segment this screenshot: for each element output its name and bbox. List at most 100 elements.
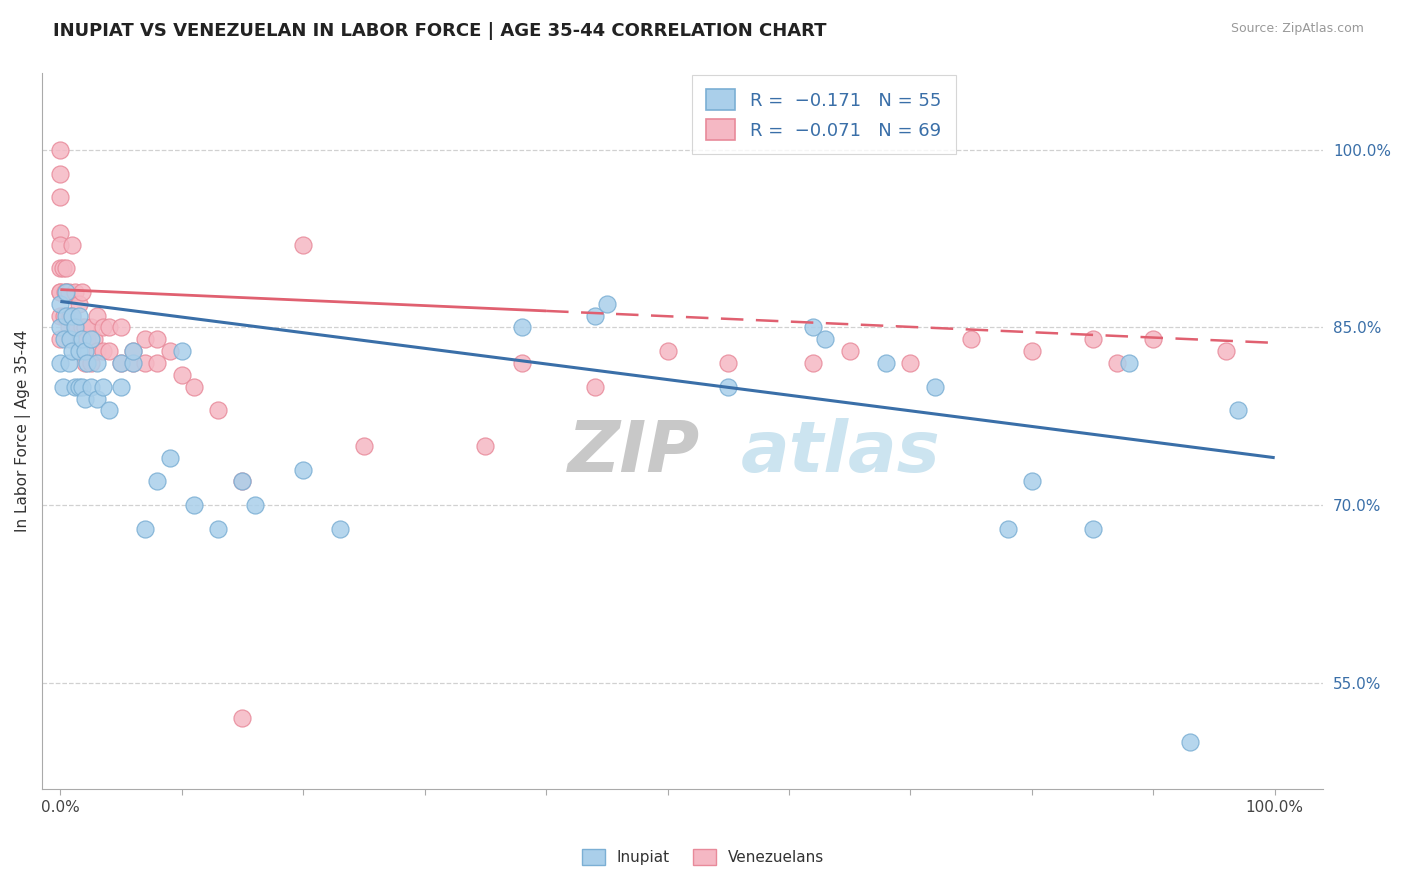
Point: [62, 344, 84, 359]
Point: [159, 450, 181, 465]
Point: [86, 392, 108, 406]
Point: [997, 522, 1019, 536]
Point: [49, 309, 72, 323]
Point: [83, 332, 105, 346]
Legend: R =  −0.171   N = 55, R =  −0.071   N = 69: R = −0.171 N = 55, R = −0.071 N = 69: [692, 75, 956, 154]
Point: [67, 309, 90, 323]
Point: [63, 379, 86, 393]
Point: [62, 309, 84, 323]
Point: [329, 522, 352, 536]
Point: [59, 309, 82, 323]
Point: [900, 356, 922, 370]
Point: [146, 332, 169, 346]
Point: [838, 344, 860, 359]
Point: [353, 439, 375, 453]
Point: [1021, 344, 1043, 359]
Point: [159, 344, 181, 359]
Point: [134, 522, 156, 536]
Point: [960, 332, 983, 346]
Point: [91, 320, 114, 334]
Point: [110, 356, 132, 370]
Point: [70, 332, 93, 346]
Point: [63, 285, 86, 299]
Point: [1215, 344, 1237, 359]
Text: INUPIAT VS VENEZUELAN IN LABOR FORCE | AGE 35-44 CORRELATION CHART: INUPIAT VS VENEZUELAN IN LABOR FORCE | A…: [53, 22, 827, 40]
Point: [183, 379, 205, 393]
Point: [110, 320, 132, 334]
Point: [63, 320, 86, 334]
Point: [55, 261, 77, 276]
Point: [49, 356, 72, 370]
Point: [70, 320, 93, 334]
Point: [122, 356, 145, 370]
Point: [1105, 356, 1128, 370]
Point: [67, 379, 90, 393]
Point: [875, 356, 897, 370]
Point: [1178, 735, 1201, 749]
Point: [49, 237, 72, 252]
Point: [110, 379, 132, 393]
Point: [49, 226, 72, 240]
Point: [97, 344, 120, 359]
Point: [231, 475, 253, 489]
Point: [67, 332, 90, 346]
Point: [79, 332, 101, 346]
Point: [76, 332, 98, 346]
Point: [62, 332, 84, 346]
Point: [97, 320, 120, 334]
Point: [474, 439, 496, 453]
Point: [801, 356, 824, 370]
Point: [49, 143, 72, 157]
Point: [91, 379, 114, 393]
Text: Source: ZipAtlas.com: Source: ZipAtlas.com: [1230, 22, 1364, 36]
Point: [58, 320, 80, 334]
Point: [583, 379, 606, 393]
Point: [70, 379, 93, 393]
Point: [122, 344, 145, 359]
Point: [207, 403, 229, 417]
Point: [1142, 332, 1164, 346]
Point: [292, 462, 315, 476]
Point: [86, 309, 108, 323]
Point: [76, 356, 98, 370]
Point: [55, 309, 77, 323]
Point: [1227, 403, 1250, 417]
Point: [510, 320, 533, 334]
Point: [243, 498, 266, 512]
Point: [49, 285, 72, 299]
Point: [49, 167, 72, 181]
Point: [510, 356, 533, 370]
Point: [53, 285, 76, 299]
Text: ZIP: ZIP: [568, 418, 700, 487]
Point: [122, 344, 145, 359]
Point: [1081, 332, 1104, 346]
Point: [146, 475, 169, 489]
Point: [70, 285, 93, 299]
Point: [49, 261, 72, 276]
Point: [146, 356, 169, 370]
Point: [86, 344, 108, 359]
Point: [58, 356, 80, 370]
Point: [52, 261, 75, 276]
Point: [49, 332, 72, 346]
Point: [1081, 522, 1104, 536]
Point: [91, 344, 114, 359]
Point: [134, 332, 156, 346]
Point: [97, 403, 120, 417]
Point: [183, 498, 205, 512]
Point: [49, 285, 72, 299]
Point: [63, 320, 86, 334]
Point: [73, 356, 96, 370]
Point: [79, 356, 101, 370]
Point: [1118, 356, 1140, 370]
Point: [79, 379, 101, 393]
Point: [170, 368, 193, 382]
Legend: Inupiat, Venezuelans: Inupiat, Venezuelans: [575, 843, 831, 871]
Point: [55, 285, 77, 299]
Point: [231, 711, 253, 725]
Point: [170, 344, 193, 359]
Point: [134, 356, 156, 370]
Point: [596, 297, 619, 311]
Point: [67, 297, 90, 311]
Point: [86, 356, 108, 370]
